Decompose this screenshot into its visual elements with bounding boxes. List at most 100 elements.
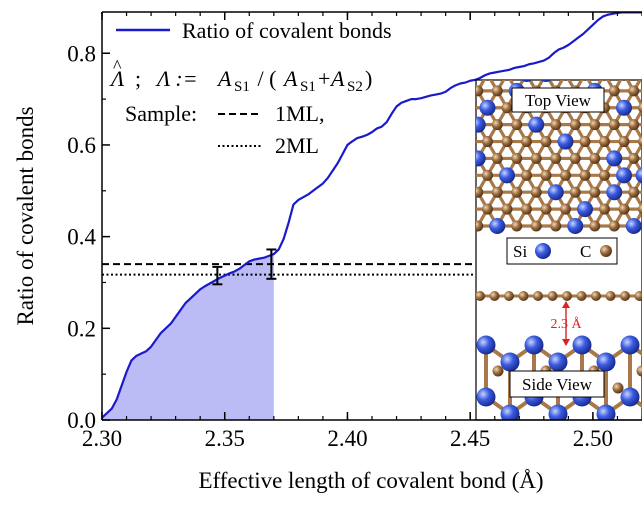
top-view-c-atom bbox=[443, 102, 454, 113]
side-view-c-atom bbox=[490, 291, 500, 301]
top-view-bond bbox=[458, 125, 468, 142]
top-view-bond bbox=[566, 57, 576, 74]
side-view-si-atom bbox=[597, 353, 616, 372]
top-view-si-atom bbox=[567, 218, 583, 234]
legend-dashed-label: 1ML, bbox=[275, 101, 325, 126]
legend-formula-s1b: S1 bbox=[300, 79, 316, 95]
side-view-c-atom bbox=[606, 291, 616, 301]
legend-formula-a3: A bbox=[329, 66, 345, 91]
top-view-bond bbox=[449, 175, 459, 192]
top-view-c-atom bbox=[482, 170, 493, 181]
top-view-bond bbox=[614, 57, 624, 74]
top-view-c-atom bbox=[599, 170, 610, 181]
top-view-c-atom bbox=[550, 119, 561, 130]
y-axis-title: Ratio of covalent bonds bbox=[13, 106, 38, 325]
top-view-c-atom bbox=[472, 220, 483, 231]
top-view-c-atom bbox=[589, 153, 600, 164]
top-view-c-atom bbox=[511, 220, 522, 231]
top-view-si-atom bbox=[616, 100, 632, 116]
top-view-c-atom bbox=[531, 153, 542, 164]
top-view-c-atom bbox=[570, 153, 581, 164]
top-view-c-atom bbox=[609, 85, 620, 96]
atom-key-c-label: C bbox=[580, 242, 591, 261]
top-view-c-atom bbox=[570, 187, 581, 198]
legend-formula-lambda-hat: Λ bbox=[109, 66, 125, 91]
top-view-c-atom bbox=[472, 85, 483, 96]
side-view-c-atom bbox=[519, 291, 529, 301]
top-view-c-atom bbox=[463, 69, 474, 80]
top-view-si-atom bbox=[470, 117, 486, 133]
top-view-bond bbox=[605, 57, 615, 74]
top-view-bond bbox=[458, 142, 468, 159]
shaded-area bbox=[102, 254, 274, 420]
top-view-c-atom bbox=[550, 220, 561, 231]
top-view-c-atom bbox=[638, 69, 642, 80]
top-view-si-atom bbox=[548, 184, 564, 200]
top-view-c-atom bbox=[453, 153, 464, 164]
top-view-c-atom bbox=[521, 136, 532, 147]
top-view-c-atom bbox=[531, 220, 542, 231]
top-view-bond bbox=[458, 192, 468, 209]
top-view-c-atom bbox=[521, 204, 532, 215]
top-view-bond bbox=[575, 57, 585, 74]
side-view-c-atom bbox=[548, 291, 558, 301]
legend-formula-slash: / ( bbox=[252, 66, 276, 91]
top-view-si-atom bbox=[489, 218, 505, 234]
top-view-c-atom bbox=[511, 153, 522, 164]
top-view-c-atom bbox=[619, 69, 630, 80]
legend-formula-close: ) bbox=[365, 66, 372, 91]
top-view-bond bbox=[449, 209, 459, 226]
top-view-c-atom bbox=[492, 153, 503, 164]
x-tick-label: 2.35 bbox=[205, 426, 245, 451]
top-view-bond bbox=[449, 158, 459, 175]
legend-formula-separator: ; bbox=[135, 66, 141, 91]
legend-formula-lhs: Λ := bbox=[155, 66, 198, 91]
top-view-si-atom bbox=[616, 167, 632, 183]
top-view-c-atom bbox=[599, 69, 610, 80]
top-view-c-atom bbox=[482, 136, 493, 147]
top-view-si-atom bbox=[441, 201, 457, 217]
top-view-bond bbox=[595, 57, 605, 74]
top-view-c-atom bbox=[628, 85, 639, 96]
top-view-bond bbox=[449, 108, 459, 125]
side-view-c-atom bbox=[613, 383, 624, 394]
side-view-c-atom bbox=[620, 291, 630, 301]
top-view-bond bbox=[458, 91, 468, 108]
legend-series-label: Ratio of covalent bonds bbox=[182, 18, 392, 43]
distance-label: 2.3 Å bbox=[550, 316, 582, 332]
top-view-c-atom bbox=[463, 102, 474, 113]
top-view-c-atom bbox=[492, 187, 503, 198]
top-view-c-atom bbox=[619, 204, 630, 215]
top-view-c-atom bbox=[443, 69, 454, 80]
top-view-si-atom bbox=[577, 201, 593, 217]
top-view-si-atom bbox=[480, 100, 496, 116]
side-view-si-atom bbox=[549, 353, 568, 372]
top-view-si-atom bbox=[470, 150, 486, 166]
top-view-c-atom bbox=[580, 136, 591, 147]
side-view-c-atom bbox=[533, 291, 543, 301]
top-view-bond bbox=[458, 209, 468, 226]
top-view-si-atom bbox=[499, 167, 515, 183]
top-view-c-atom bbox=[482, 204, 493, 215]
top-view-c-atom bbox=[511, 119, 522, 130]
top-view-c-atom bbox=[560, 170, 571, 181]
top-view-c-atom bbox=[619, 136, 630, 147]
top-view-bond bbox=[458, 57, 468, 74]
top-view-c-atom bbox=[599, 204, 610, 215]
top-view-c-atom bbox=[502, 136, 513, 147]
atom-key-c-atom bbox=[600, 245, 612, 257]
top-view-bond bbox=[556, 57, 566, 74]
top-view-c-atom bbox=[511, 187, 522, 198]
top-view-bond bbox=[585, 57, 595, 74]
x-tick-label: 2.40 bbox=[327, 426, 367, 451]
top-view-si-atom bbox=[558, 134, 574, 150]
side-view-si-atom bbox=[525, 336, 544, 355]
top-view-c-atom bbox=[560, 69, 571, 80]
top-view-si-atom bbox=[606, 150, 622, 166]
top-view-c-atom bbox=[531, 187, 542, 198]
top-view-label: Top View bbox=[525, 91, 592, 110]
top-view-c-atom bbox=[453, 187, 464, 198]
top-view-c-atom bbox=[472, 187, 483, 198]
